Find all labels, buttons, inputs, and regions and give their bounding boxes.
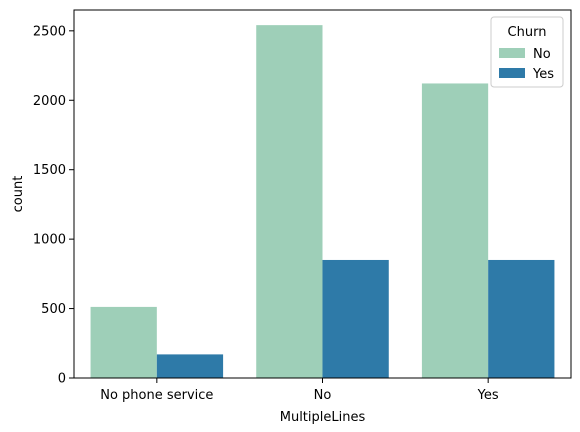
x-axis: No phone service No Yes bbox=[100, 378, 499, 403]
legend-swatch-no bbox=[499, 48, 525, 58]
y-tick-label: 500 bbox=[41, 302, 66, 317]
legend-label-no: No bbox=[533, 47, 551, 62]
y-tick-label: 1500 bbox=[33, 163, 66, 178]
legend-title: Churn bbox=[508, 25, 547, 40]
x-tick-label: No bbox=[314, 388, 332, 403]
y-tick-label: 1000 bbox=[33, 233, 66, 248]
bar-no-yes bbox=[322, 259, 389, 378]
bar-yes-yes bbox=[488, 259, 555, 378]
x-tick-label: Yes bbox=[477, 388, 499, 403]
legend: Churn No Yes bbox=[490, 16, 564, 88]
y-axis-label: count bbox=[11, 176, 26, 213]
legend-label-yes: Yes bbox=[532, 67, 554, 82]
y-tick-label: 0 bbox=[58, 372, 66, 387]
y-tick-label: 2000 bbox=[33, 94, 66, 109]
y-axis: 0 500 1000 1500 2000 2500 bbox=[33, 24, 74, 387]
y-tick-label: 2500 bbox=[33, 24, 66, 39]
bar-yes-no bbox=[421, 83, 489, 379]
bar-no-no bbox=[256, 25, 323, 379]
bar-no-phone-service-no bbox=[90, 306, 157, 378]
x-axis-label: MultipleLines bbox=[280, 410, 366, 425]
bar-no-phone-service-yes bbox=[156, 354, 224, 378]
legend-entries: No Yes bbox=[499, 47, 554, 82]
legend-swatch-yes bbox=[499, 68, 525, 78]
bars-layer bbox=[90, 25, 555, 379]
x-tick-label: No phone service bbox=[100, 388, 213, 403]
